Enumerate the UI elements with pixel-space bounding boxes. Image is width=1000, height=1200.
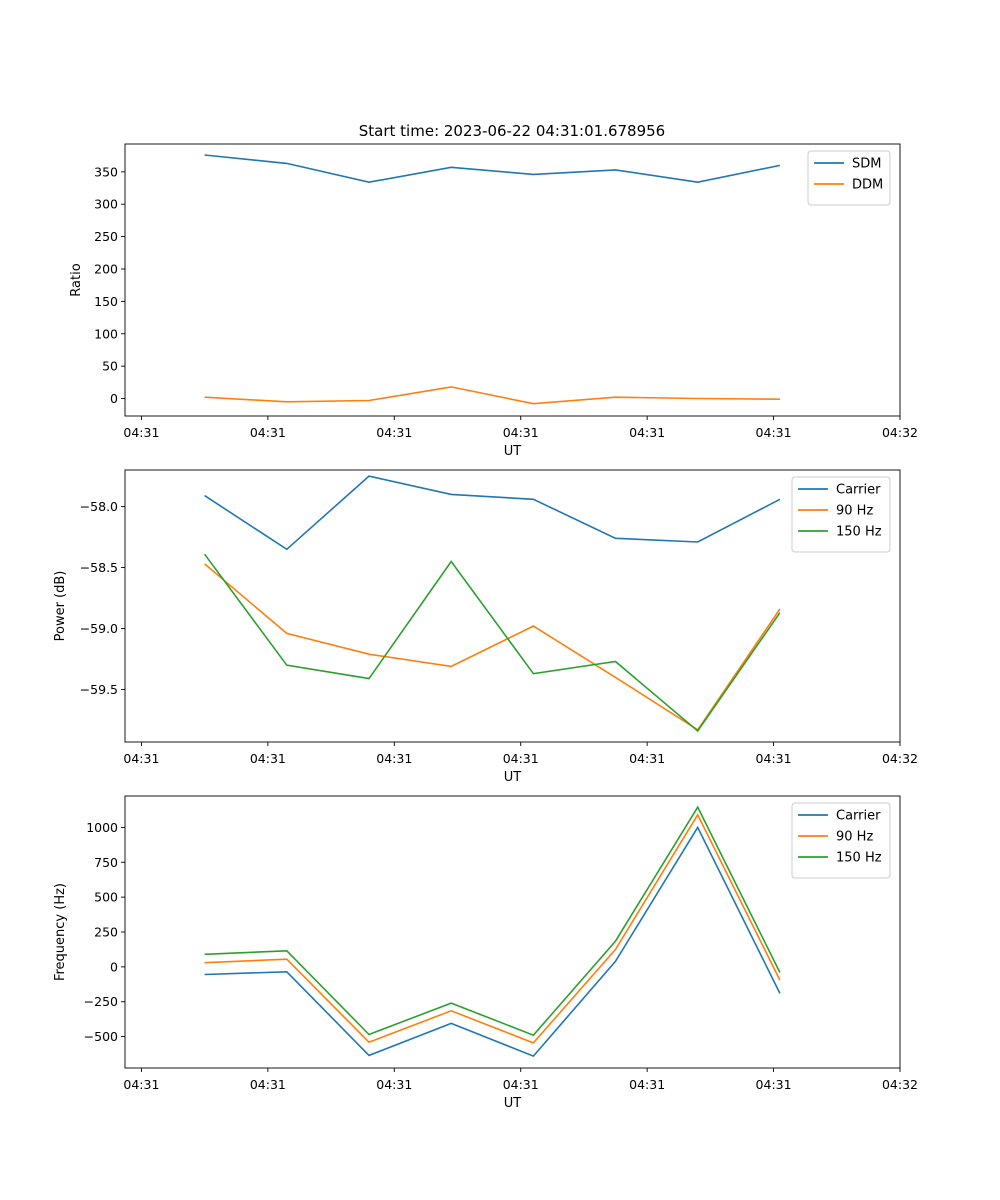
y-tick-label: 0 — [110, 391, 118, 406]
legend-entry: Carrier — [836, 483, 881, 498]
y-tick-label: 0 — [110, 959, 118, 974]
series-line-150-hz — [203, 553, 781, 733]
legend-entry: 90 Hz — [836, 504, 873, 519]
subplot-3: −500 −250 0 250 500 750 1000 04:31 04:31 04:31 04:… — [53, 795, 918, 1111]
legend: Carrier 90 Hz 150 Hz — [791, 476, 891, 553]
axes-frame — [124, 143, 901, 417]
legend-entry: Carrier — [836, 809, 881, 824]
x-tick-label: 04:31 — [376, 751, 412, 766]
y-tick-label: 250 — [94, 925, 118, 940]
axes-frame — [124, 469, 901, 743]
legend-entry: SDM — [852, 157, 881, 172]
series-line-150-hz — [204, 805, 781, 1037]
y-tick-label: −500 — [84, 1029, 118, 1044]
y-axis-label: Frequency (Hz) — [53, 883, 68, 981]
x-tick-label: 04:31 — [250, 751, 286, 766]
y-tick-label: 300 — [94, 197, 118, 212]
x-tick-label: 04:32 — [882, 1077, 918, 1092]
y-tick-label: −58.0 — [80, 499, 118, 514]
x-tick-label: 04:31 — [503, 425, 539, 440]
x-tick-label: 04:31 — [629, 751, 665, 766]
figure-title: Start time: 2023-06-22 04:31:01.678956 — [359, 122, 665, 140]
series-line-90-hz — [204, 813, 781, 1044]
x-tick-label: 04:32 — [882, 425, 918, 440]
y-tick-label: −58.5 — [80, 560, 118, 575]
y-tick-label: 350 — [94, 164, 118, 179]
y-tick-label: 750 — [94, 855, 118, 870]
x-tick-label: 04:31 — [123, 425, 159, 440]
legend-entry: 150 Hz — [836, 525, 882, 540]
series-line-90-hz — [204, 563, 781, 731]
y-tick-label: −250 — [84, 994, 118, 1009]
legend-box — [791, 476, 891, 553]
y-tick-label: 250 — [94, 229, 118, 244]
series-line-carrier — [204, 825, 781, 1058]
x-tick-label: 04:31 — [250, 1077, 286, 1092]
legend-entry: 90 Hz — [836, 830, 873, 845]
x-tick-label: 04:31 — [376, 425, 412, 440]
legend: Carrier 90 Hz 150 Hz — [791, 802, 891, 879]
legend-entry: 150 Hz — [836, 851, 882, 866]
x-tick-label: 04:31 — [123, 751, 159, 766]
x-axis-label: UT — [504, 444, 522, 459]
x-tick-label: 04:31 — [629, 1077, 665, 1092]
subplot-1: 0 50 100 150 200 250 300 350 04:31 04:31 04:31 04:3… — [69, 143, 918, 459]
series-line-carrier — [204, 475, 781, 551]
x-tick-label: 04:31 — [629, 425, 665, 440]
x-tick-label: 04:31 — [250, 425, 286, 440]
legend: SDM DDM — [807, 150, 891, 206]
x-tick-label: 04:32 — [882, 751, 918, 766]
x-tick-label: 04:31 — [503, 1077, 539, 1092]
y-axis-label: Power (dB) — [53, 571, 68, 642]
legend-box — [791, 802, 891, 879]
x-tick-label: 04:31 — [123, 1077, 159, 1092]
subplot-2: −59.5 −59.0 −58.5 −58.0 04:31 04:31 04:31 04:31… — [53, 469, 918, 785]
legend-entry: DDM — [852, 178, 883, 193]
y-tick-label: −59.5 — [80, 682, 118, 697]
x-tick-label: 04:31 — [756, 1077, 792, 1092]
x-axis-label: UT — [504, 770, 522, 785]
legend-box — [807, 150, 891, 206]
y-tick-label: 50 — [102, 359, 118, 374]
y-tick-label: 150 — [94, 294, 118, 309]
x-tick-label: 04:31 — [756, 751, 792, 766]
y-axis-label: Ratio — [69, 263, 84, 296]
x-tick-label: 04:31 — [503, 751, 539, 766]
y-tick-label: 1000 — [86, 820, 118, 835]
y-tick-label: 100 — [94, 326, 118, 341]
x-axis-label: UT — [504, 1096, 522, 1111]
x-tick-label: 04:31 — [756, 425, 792, 440]
y-tick-label: 200 — [94, 261, 118, 276]
series-line-sdm — [204, 154, 781, 184]
series-line-ddm — [204, 386, 780, 405]
y-tick-label: −59.0 — [80, 621, 118, 636]
y-tick-label: 500 — [94, 890, 118, 905]
x-tick-label: 04:31 — [376, 1077, 412, 1092]
